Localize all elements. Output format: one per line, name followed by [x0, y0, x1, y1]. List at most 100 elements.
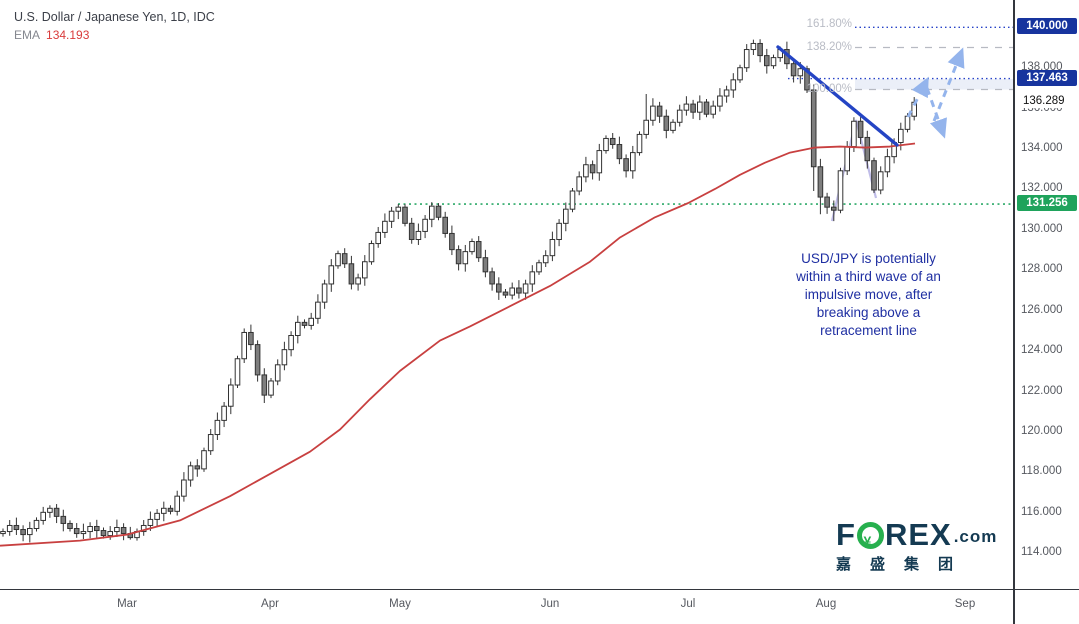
month-label: May	[389, 598, 411, 610]
candles-group	[0, 39, 918, 543]
candle-up	[207, 434, 214, 452]
candle-down	[435, 205, 442, 218]
candle-down	[73, 528, 80, 535]
candle-down	[167, 507, 174, 512]
candle-down	[623, 158, 629, 172]
analysis-note[interactable]: USD/JPY is potentially within a third wa…	[796, 251, 941, 338]
ema-line[interactable]	[0, 142, 916, 547]
candle-up	[683, 103, 690, 111]
price-axis[interactable]: 138.000136.000134.000132.000130.000128.0…	[1014, 0, 1079, 589]
price-tick-label: 114.000	[1021, 546, 1062, 559]
ema-label: EMA	[14, 28, 41, 42]
candle-down	[616, 144, 623, 160]
candle-down	[53, 507, 60, 517]
price-tick-label: 122.000	[1021, 384, 1063, 397]
candle-up	[6, 524, 13, 533]
candle-up	[549, 239, 556, 257]
candle-up	[241, 331, 247, 360]
candle-up	[576, 176, 583, 192]
candle-up	[697, 101, 703, 113]
candle-down	[871, 160, 877, 191]
candle-up	[174, 495, 180, 512]
candle-down	[757, 42, 763, 57]
ema-legend: EMA 134.193	[14, 28, 215, 42]
candle-up	[315, 301, 321, 319]
candle-up	[851, 120, 857, 148]
time-axis[interactable]: Mar Apr May Jun Jul Aug Sep	[0, 589, 1079, 624]
ema-value: 134.193	[46, 28, 90, 42]
candle-up	[737, 67, 743, 81]
candle-up	[469, 241, 475, 253]
fib-level-label: 138.20%	[806, 41, 852, 53]
candle-up	[542, 255, 549, 264]
candle-down	[20, 529, 26, 536]
symbol-title: U.S. Dollar / Japanese Yen, 1D, IDC	[14, 10, 215, 24]
trendline[interactable]	[776, 45, 899, 147]
candle-up	[114, 526, 120, 533]
yen-symbol: ¥	[863, 532, 873, 549]
month-label: Apr	[261, 598, 279, 610]
candle-up	[415, 230, 422, 241]
projection-arrow[interactable]	[925, 87, 947, 139]
candle-down	[824, 196, 830, 208]
price-tick-label: 126.000	[1021, 303, 1063, 316]
candle-up	[462, 251, 469, 265]
candle-up	[904, 115, 911, 130]
candle-up	[308, 317, 314, 326]
candle-down	[810, 89, 817, 168]
candle-up	[274, 364, 281, 382]
candle-up	[630, 152, 636, 172]
candle-down	[857, 120, 864, 138]
candle-up	[107, 531, 114, 537]
month-label: Sep	[954, 598, 976, 610]
candle-up	[0, 531, 6, 535]
candle-down	[194, 465, 201, 470]
candle-up	[295, 321, 301, 337]
candle-up	[898, 128, 904, 143]
candle-up	[643, 119, 650, 135]
candle-up	[328, 265, 335, 285]
fib-highlight-band	[855, 79, 1013, 90]
candle-down	[408, 222, 415, 241]
candle-up	[522, 283, 529, 294]
candle-up	[636, 133, 643, 154]
candle-up	[47, 507, 53, 513]
candle-up	[140, 524, 147, 533]
forex-wordmark: F ¥ REX .com	[836, 517, 997, 552]
month-label: Jun	[540, 598, 560, 610]
candle-up	[382, 220, 388, 233]
candle-up	[422, 218, 428, 232]
price-tick-label: 118.000	[1021, 465, 1062, 478]
candle-up	[676, 109, 683, 123]
candle-up	[650, 105, 656, 121]
candle-down	[67, 522, 73, 530]
projection-arrow[interactable]	[906, 76, 929, 118]
candle-up	[877, 171, 884, 191]
forex-logo: F ¥ REX .com 嘉盛集团	[836, 517, 997, 574]
candle-up	[187, 465, 194, 481]
candle-up	[228, 384, 234, 407]
candle-up	[214, 419, 221, 436]
candle-up	[723, 89, 730, 97]
candle-up	[27, 528, 33, 536]
logo-rex: REX	[884, 517, 952, 552]
candle-up	[844, 146, 851, 172]
candle-down	[348, 263, 355, 285]
candle-up	[234, 358, 241, 386]
forex-o-icon: ¥	[856, 521, 884, 549]
candle-up	[583, 164, 589, 178]
price-tick-label: 132.000	[1021, 182, 1063, 195]
candle-up	[281, 349, 288, 366]
price-chart-canvas[interactable]	[0, 0, 1014, 590]
candle-down	[864, 136, 871, 162]
candle-down	[248, 331, 254, 346]
candle-up	[743, 49, 750, 69]
candle-up	[80, 531, 87, 535]
candle-up	[770, 57, 777, 67]
candle-up	[797, 68, 804, 77]
candle-down	[831, 206, 837, 211]
candle-up	[717, 95, 723, 107]
candle-up	[569, 190, 576, 210]
chart-legend[interactable]: U.S. Dollar / Japanese Yen, 1D, IDC EMA 1…	[14, 10, 215, 42]
